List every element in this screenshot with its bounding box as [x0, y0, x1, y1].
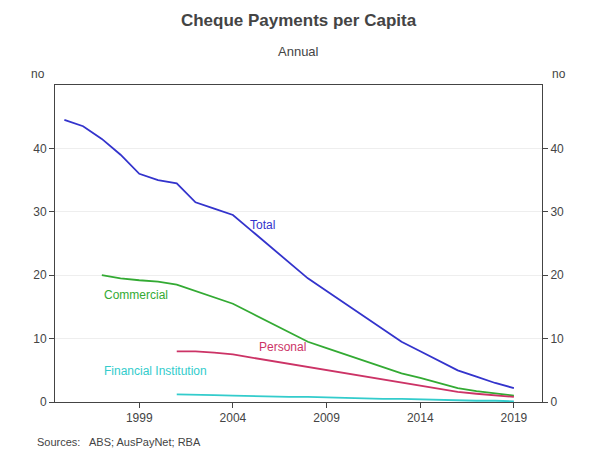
- svg-text:2004: 2004: [220, 411, 247, 425]
- svg-text:no: no: [31, 67, 45, 81]
- svg-text:Total: Total: [250, 218, 275, 232]
- svg-text:40: 40: [33, 142, 47, 156]
- svg-text:10: 10: [33, 332, 47, 346]
- svg-text:20: 20: [33, 268, 47, 282]
- svg-text:Commercial: Commercial: [104, 288, 168, 302]
- svg-text:Annual: Annual: [278, 44, 319, 59]
- svg-text:30: 30: [33, 205, 47, 219]
- svg-text:Personal: Personal: [259, 340, 306, 354]
- svg-text:10: 10: [550, 332, 564, 346]
- svg-text:2009: 2009: [313, 411, 340, 425]
- svg-text:no: no: [552, 67, 566, 81]
- svg-text:20: 20: [550, 268, 564, 282]
- svg-text:Financial Institution: Financial Institution: [104, 364, 207, 378]
- svg-text:40: 40: [550, 142, 564, 156]
- svg-text:30: 30: [550, 205, 564, 219]
- svg-text:2019: 2019: [501, 411, 528, 425]
- svg-text:Sources: ABS; AusPayNet; RBA: Sources: ABS; AusPayNet; RBA: [37, 436, 201, 448]
- svg-text:2014: 2014: [407, 411, 434, 425]
- svg-text:0: 0: [40, 395, 47, 409]
- svg-text:0: 0: [550, 395, 557, 409]
- svg-text:1999: 1999: [126, 411, 153, 425]
- svg-text:Cheque Payments per Capita: Cheque Payments per Capita: [181, 11, 417, 30]
